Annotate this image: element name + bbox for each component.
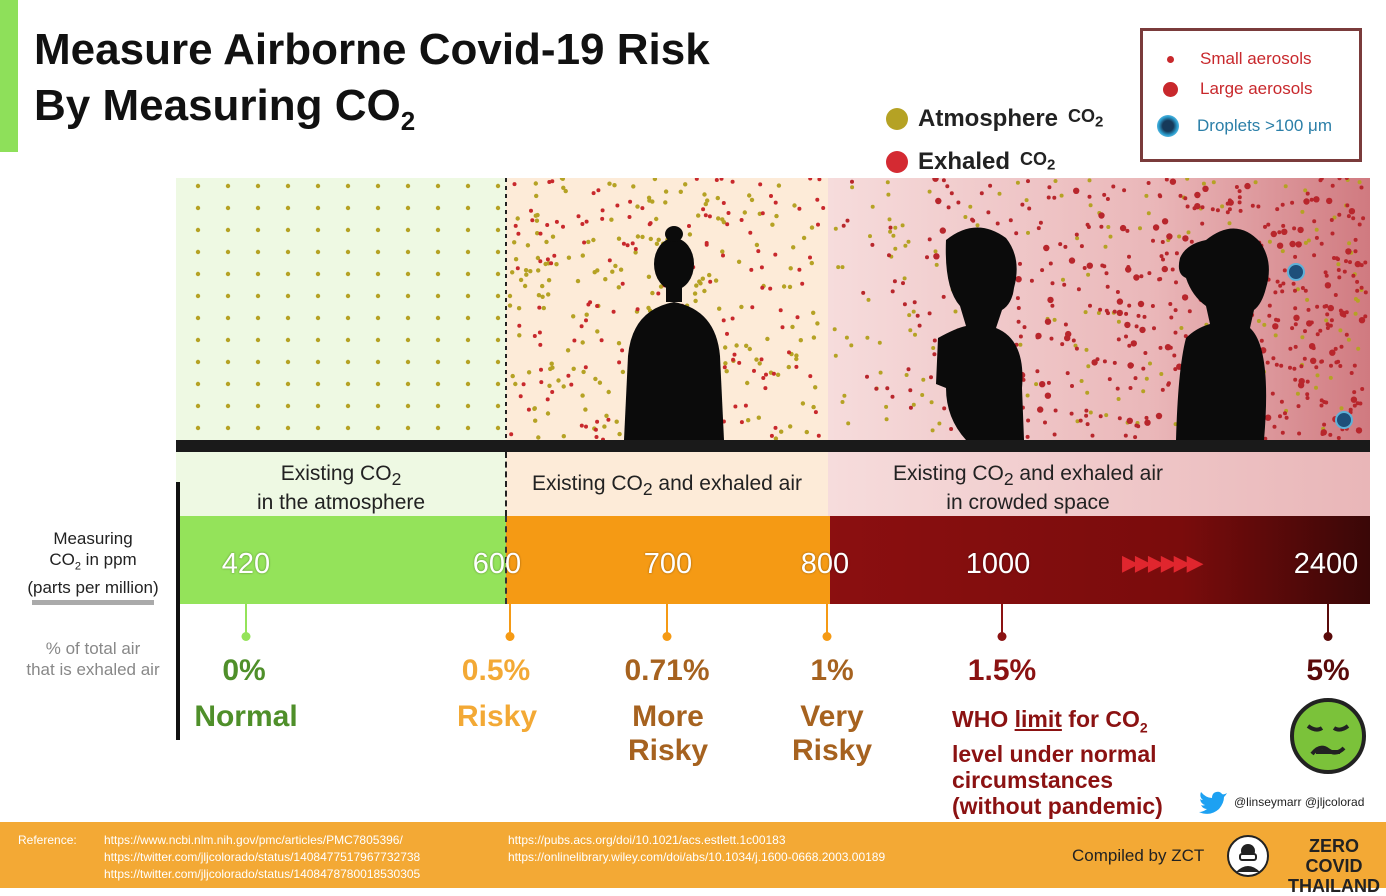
tick-0: [241, 632, 251, 641]
tick-4: [997, 632, 1007, 641]
ref-col-1: https://www.ncbi.nlm.nih.gov/pmc/article…: [104, 832, 420, 883]
zone-normal-label-bg: [176, 452, 506, 516]
ref-link[interactable]: https://twitter.com/jljcolorado/status/1…: [104, 850, 421, 864]
ppm-1000: 1000: [965, 548, 1031, 580]
risk-normal: Normal: [194, 700, 298, 733]
title-line-2: By Measuring CO2: [34, 81, 416, 136]
pct-0: 0%: [222, 654, 266, 687]
accent-bar: [0, 0, 18, 152]
zone-crowded-label: Existing CO2 and exhaled air in crowded …: [892, 462, 1164, 515]
ref-link[interactable]: https://pubs.acs.org/doi/10.1021/acs.est…: [508, 833, 786, 847]
sick-face-icon: [1290, 698, 1366, 774]
droplet-1: [1287, 263, 1305, 281]
ppm-700: 700: [643, 548, 693, 580]
risk-more-risky: More Risky: [627, 700, 709, 767]
risk-risky: Risky: [456, 700, 538, 733]
ref-link[interactable]: https://onlinelibrary.wiley.com/doi/abs/…: [508, 850, 886, 864]
left-axis-line: [176, 482, 180, 740]
ppm-800: 800: [800, 548, 850, 580]
legend-droplets: Droplets >100 μm: [1157, 115, 1332, 137]
large-dot-icon: [1163, 81, 1178, 97]
measuring-label: Measuring CO2 in ppm (parts per million): [27, 529, 159, 598]
twitter-bird-icon: [1199, 791, 1227, 814]
red-dot-icon: [886, 150, 908, 173]
footer: [0, 822, 1386, 888]
arrows-icon: ▶▶▶▶▶▶: [1122, 550, 1203, 575]
twitter-credit: @linseymarr @jljcolorad: [1198, 790, 1364, 814]
particle-legend: Small aerosols Large aerosols Droplets >…: [1140, 28, 1362, 162]
ppm-420: 420: [221, 548, 271, 580]
droplet-icon: [1157, 115, 1179, 137]
legend-small-aerosols: Small aerosols: [1157, 49, 1312, 69]
legend-exhaled: Exhaled CO2: [886, 141, 1103, 184]
pct-1-5: 1.5%: [967, 654, 1037, 687]
title-line-1: Measure Airborne Covid-19 Risk: [34, 25, 710, 74]
ref-col-2: https://pubs.acs.org/doi/10.1021/acs.est…: [508, 832, 885, 866]
particle-scene: [176, 178, 1370, 446]
exhaled-pct-label: % of total air that is exhaled air: [26, 639, 160, 679]
zone-risky-label: Existing CO2 and exhaled air: [531, 472, 803, 500]
pct-0-5: 0.5%: [461, 654, 531, 687]
risk-very-risky: Very Risky: [791, 700, 873, 767]
tick-3: [822, 632, 832, 641]
olive-dot-icon: [886, 108, 908, 131]
band-normal: [180, 516, 506, 604]
band-risky: [506, 516, 830, 604]
ppm-600: 600: [472, 548, 522, 580]
zone-normal-bg: [176, 178, 506, 446]
small-dot-icon: [1167, 55, 1174, 63]
compiled-by: Compiled by ZCT: [1072, 846, 1205, 865]
droplet-2: [1335, 411, 1353, 429]
ground-line: [176, 440, 1370, 452]
zone-crowded-label-bg: [828, 452, 1370, 516]
ref-link[interactable]: https://twitter.com/jljcolorado/status/1…: [104, 867, 421, 881]
gas-legend: Atmosphere CO2 Exhaled CO2: [886, 98, 1103, 183]
person-silhouette-1: [624, 226, 724, 440]
pct-1: 1%: [810, 654, 854, 687]
divider: [32, 600, 154, 605]
page-title: Measure Airborne Covid-19 Risk By Measur…: [34, 22, 710, 149]
who-note: WHO limit for CO2 level under normal cir…: [952, 706, 1163, 819]
zone-risky-label-bg: [506, 452, 828, 516]
zct-logo-icon: [1227, 835, 1269, 877]
pct-5: 5%: [1306, 654, 1350, 687]
tick-1: [505, 632, 515, 641]
pct-0-71: 0.71%: [624, 654, 710, 687]
tick-2: [662, 632, 672, 641]
person-silhouette-3: [1176, 228, 1269, 440]
band-crowded: [830, 516, 1370, 604]
brand-name: ZERO COVID THAILAND: [1288, 836, 1380, 896]
zone-normal-label: Existing CO2 in the atmosphere: [256, 462, 426, 515]
person-silhouette-2: [936, 227, 1024, 440]
ppm-2400: 2400: [1293, 548, 1359, 580]
ref-link[interactable]: https://www.ncbi.nlm.nih.gov/pmc/article…: [104, 833, 403, 847]
ref-label: Reference:: [18, 833, 77, 847]
legend-atmosphere: Atmosphere CO2: [886, 98, 1103, 141]
legend-large-aerosols: Large aerosols: [1157, 79, 1312, 99]
tick-5: [1323, 632, 1333, 641]
